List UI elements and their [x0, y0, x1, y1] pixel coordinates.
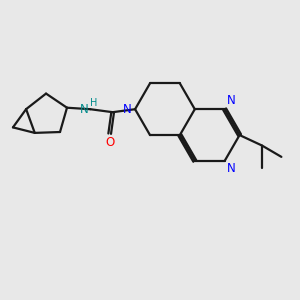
Text: N: N: [123, 103, 131, 116]
Text: N: N: [80, 103, 89, 116]
Text: N: N: [227, 94, 236, 107]
Text: H: H: [90, 98, 97, 108]
Text: O: O: [105, 136, 114, 149]
Text: N: N: [227, 162, 236, 176]
